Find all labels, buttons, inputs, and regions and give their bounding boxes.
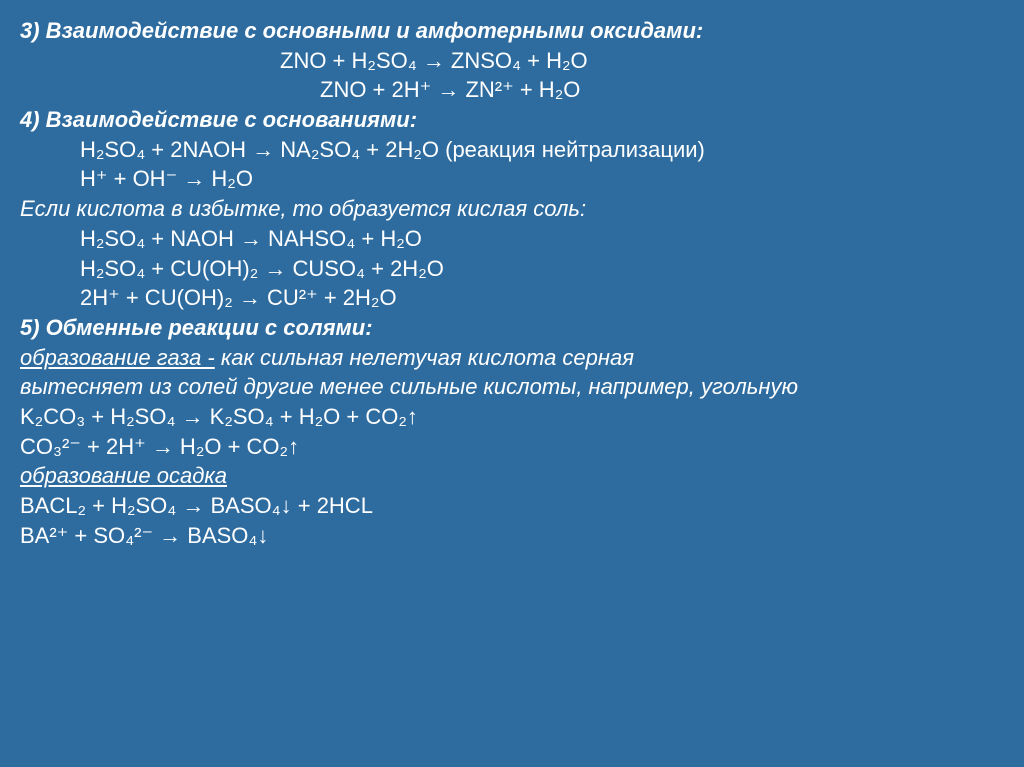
- sub-gas-text: как сильная нелетучая кислота серная: [215, 345, 634, 370]
- equation-1: ZNO + H₂SO₄ → ZNSO₄ + H₂O: [20, 46, 1004, 76]
- note-2: вытесняет из солей другие менее сильные …: [20, 372, 1004, 402]
- equation-9: CO₃²⁻ + 2H⁺ → H₂O + CO₂↑: [20, 432, 1004, 462]
- sub-gas-label: образование газа -: [20, 345, 215, 370]
- heading-5: 5) Обменные реакции с солями:: [20, 313, 1004, 343]
- equation-10: BACL₂ + H₂SO₄ → BASO₄↓ + 2HCL: [20, 491, 1004, 521]
- equation-8: K₂CO₃ + H₂SO₄ → K₂SO₄ + H₂O + CO₂↑: [20, 402, 1004, 432]
- subheading-precipitate: образование осадка: [20, 461, 1004, 491]
- equation-6: H₂SO₄ + CU(OH)₂ → CUSO₄ + 2H₂O: [20, 254, 1004, 284]
- equation-3: H₂SO₄ + 2NAOH → NA₂SO₄ + 2H₂O (реакция н…: [20, 135, 1004, 165]
- heading-3: 3) Взаимодействие с основными и амфотерн…: [20, 16, 1004, 46]
- equation-5: H₂SO₄ + NAOH → NAHSO₄ + H₂O: [20, 224, 1004, 254]
- note-1: Если кислота в избытке, то образуется ки…: [20, 194, 1004, 224]
- subheading-gas: образование газа - как сильная нелетучая…: [20, 343, 1004, 373]
- equation-2: ZNO + 2H⁺ → ZN²⁺ + H₂O: [20, 75, 1004, 105]
- equation-7: 2H⁺ + CU(OH)₂ → CU²⁺ + 2H₂O: [20, 283, 1004, 313]
- chemistry-slide: 3) Взаимодействие с основными и амфотерн…: [0, 0, 1024, 767]
- equation-4: H⁺ + OH⁻ → H₂O: [20, 164, 1004, 194]
- equation-11: BA²⁺ + SO₄²⁻ → BASO₄↓: [20, 521, 1004, 551]
- heading-4: 4) Взаимодействие с основаниями:: [20, 105, 1004, 135]
